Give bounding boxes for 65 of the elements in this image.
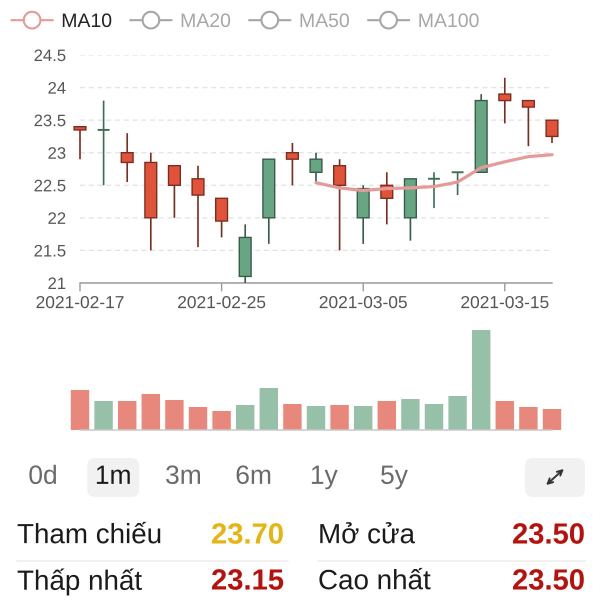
x-tick-label: 2021-02-25 <box>178 296 266 308</box>
candlestick <box>96 100 110 186</box>
bar <box>542 409 562 430</box>
bar <box>70 390 90 430</box>
y-tick-label: 24 <box>48 82 66 94</box>
y-tick-label: 23.5 <box>34 114 66 126</box>
candlestick <box>427 171 441 209</box>
candlestick <box>450 171 464 196</box>
text: Tham chiếu <box>18 522 160 544</box>
bar <box>472 330 490 430</box>
text: Cao nhất <box>319 568 431 590</box>
text: Mở cửa <box>320 522 416 544</box>
text: Thấp nhất <box>18 568 142 596</box>
text: 23.50 <box>513 523 584 544</box>
bar <box>236 405 254 430</box>
bar <box>142 394 160 430</box>
candlestick <box>333 158 346 252</box>
candlestick <box>73 126 87 160</box>
bar <box>448 396 467 430</box>
y-tick-label: 22.5 <box>34 180 66 192</box>
text: 23.50 <box>513 569 584 590</box>
bar <box>424 404 444 430</box>
bar <box>260 388 278 430</box>
y-tick-label: 23 <box>48 147 66 159</box>
bar <box>118 401 136 430</box>
x-tick-label: 2021-03-05 <box>320 296 407 308</box>
candlestick <box>522 100 535 148</box>
bar <box>94 401 113 430</box>
text: 23.15 <box>212 569 284 590</box>
text: 23.70 <box>212 523 283 544</box>
candlestick <box>309 152 323 183</box>
y-tick-label: 21.5 <box>34 244 66 257</box>
candlestick <box>545 119 559 144</box>
legend-label: MA100 <box>419 13 479 28</box>
text: 6m <box>236 465 270 484</box>
x-tick-label: 2021-03-15 <box>461 296 548 308</box>
bar <box>519 407 538 430</box>
candlestick <box>191 164 205 248</box>
text: 1y <box>312 466 338 490</box>
bar <box>165 400 184 430</box>
text: 3m <box>166 465 200 484</box>
bar <box>378 401 396 430</box>
y-tick-label: 21 <box>48 277 66 290</box>
text: 0d <box>29 464 56 484</box>
bar <box>212 411 231 430</box>
candlestick <box>168 164 181 219</box>
bar <box>283 404 302 430</box>
candlestick <box>286 142 299 186</box>
bar <box>496 401 514 430</box>
bar <box>354 406 372 430</box>
y-tick-label: 24.5 <box>34 49 66 62</box>
x-tick-label: 2021-02-17 <box>36 296 124 308</box>
bar <box>330 405 349 430</box>
candlestick <box>215 197 228 238</box>
candlestick <box>498 76 512 124</box>
bar <box>401 399 420 430</box>
legend-label: MA20 <box>182 13 230 28</box>
bar <box>306 406 326 430</box>
text: 1m <box>96 466 130 484</box>
legend-label: MA50 <box>300 13 349 28</box>
bar <box>188 407 208 430</box>
text: 5y <box>381 466 408 490</box>
y-tick-label: 22 <box>48 212 66 224</box>
legend-label: MA10 <box>62 13 112 28</box>
candlestick <box>120 132 134 183</box>
